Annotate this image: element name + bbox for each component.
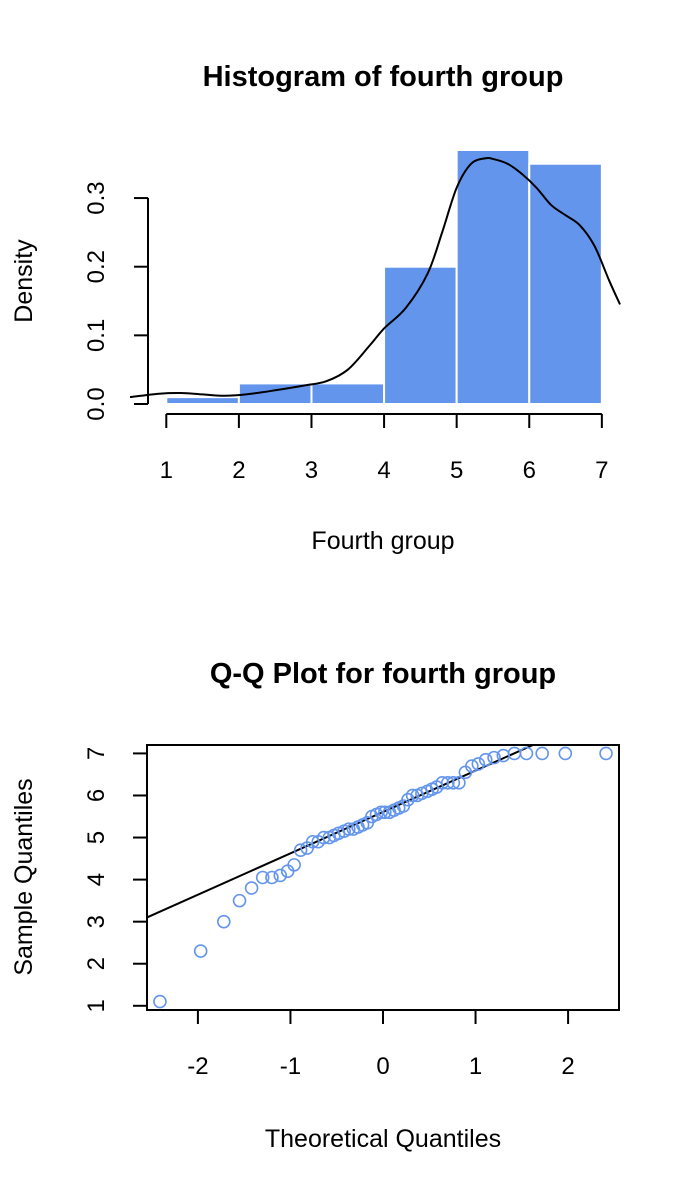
- histogram-bar-5: [455, 149, 531, 405]
- qq-x-tick-label: -1: [280, 1053, 301, 1080]
- qq-point: [535, 746, 549, 761]
- qq-point: [599, 746, 613, 761]
- histogram-y-tick-label: 0.2: [83, 250, 110, 283]
- qq-plot-box: [146, 744, 620, 1011]
- qq-x-axis-label: Theoretical Quantiles: [265, 1125, 501, 1153]
- density-curve: [129, 156, 621, 399]
- qq-x-tick-label: 1: [469, 1053, 482, 1080]
- qq-point: [316, 830, 331, 845]
- qq-point: [440, 776, 455, 790]
- qq-y-tick-label: 6: [83, 789, 110, 802]
- qq-point: [287, 858, 301, 872]
- qq-y-tick-label: 2: [83, 957, 110, 970]
- qq-point: [446, 776, 461, 790]
- qq-title: Q-Q Plot for fourth group: [210, 658, 556, 690]
- histogram-axes: 1 2 3 4 5 6 7 0.0 0.1 0.2 0.3: [83, 181, 609, 484]
- qq-point: [244, 881, 259, 895]
- qq-point: [478, 752, 493, 767]
- histogram-y-tick-label: 0.3: [83, 181, 110, 214]
- qq-point: [378, 805, 392, 820]
- histogram-x-tick-label: 1: [160, 457, 173, 484]
- qq-axes: -2 -1 0 1 2 1 2 3 4 5 6 7: [83, 747, 575, 1080]
- histogram-x-tick-label: 5: [450, 457, 463, 484]
- histogram-x-axis-label: Fourth group: [311, 527, 454, 555]
- qq-point: [435, 776, 450, 790]
- histogram-x-tick-label: 2: [232, 457, 245, 484]
- qq-reference-line: [146, 744, 534, 919]
- qq-point: [405, 788, 420, 803]
- histogram-bar-6: [528, 162, 603, 405]
- histogram-x-tick-label: 4: [377, 457, 390, 484]
- qq-point: [558, 746, 573, 761]
- qq-point: [341, 822, 356, 836]
- qq-y-tick-label: 4: [83, 873, 110, 886]
- qq-point: [465, 759, 479, 773]
- histogram-x-tick-label: 7: [595, 457, 608, 484]
- qq-points: [153, 746, 613, 1009]
- histogram-x-tick-label: 6: [523, 457, 536, 484]
- qq-point: [255, 870, 270, 885]
- qq-x-tick-label: 0: [376, 1053, 389, 1080]
- qq-point: [265, 870, 279, 885]
- histogram-y-tick-label: 0.1: [83, 319, 110, 352]
- histogram-bar-1: [165, 396, 240, 405]
- qq-point: [452, 776, 466, 790]
- qq-point: [519, 746, 534, 761]
- qq-y-tick-label: 7: [83, 747, 110, 760]
- qq-y-axis-label: Sample Quantiles: [10, 778, 38, 975]
- qq-point: [471, 757, 486, 771]
- qq-point: [293, 843, 308, 857]
- qq-point: [487, 750, 501, 765]
- histogram-x-tick-label: 3: [305, 457, 318, 484]
- qq-point: [232, 893, 247, 908]
- qq-x-tick-label: -2: [187, 1053, 208, 1080]
- qq-y-tick-label: 3: [83, 915, 110, 928]
- histogram-y-axis-label: Density: [10, 239, 38, 323]
- histogram-bar-3: [310, 382, 386, 405]
- histogram-panel: Histogram of fourth group 1 2 3 4 5 6 7 0.0 0.1 0…: [10, 61, 621, 555]
- histogram-bars: [165, 149, 603, 405]
- qq-y-tick-label: 1: [83, 999, 110, 1012]
- qq-point: [217, 914, 231, 929]
- qq-panel: Q-Q Plot for fourth group -2 -1 0 1 2 1 2 3 4 5 6 7…: [10, 658, 620, 1153]
- qq-point: [273, 868, 288, 883]
- qq-y-tick-label: 5: [83, 831, 110, 844]
- qq-point: [374, 805, 388, 820]
- qq-point: [153, 994, 167, 1009]
- qq-x-tick-label: 2: [561, 1053, 574, 1080]
- qq-point: [193, 944, 208, 958]
- histogram-title: Histogram of fourth group: [203, 61, 564, 93]
- histogram-y-tick-label: 0.0: [83, 387, 110, 420]
